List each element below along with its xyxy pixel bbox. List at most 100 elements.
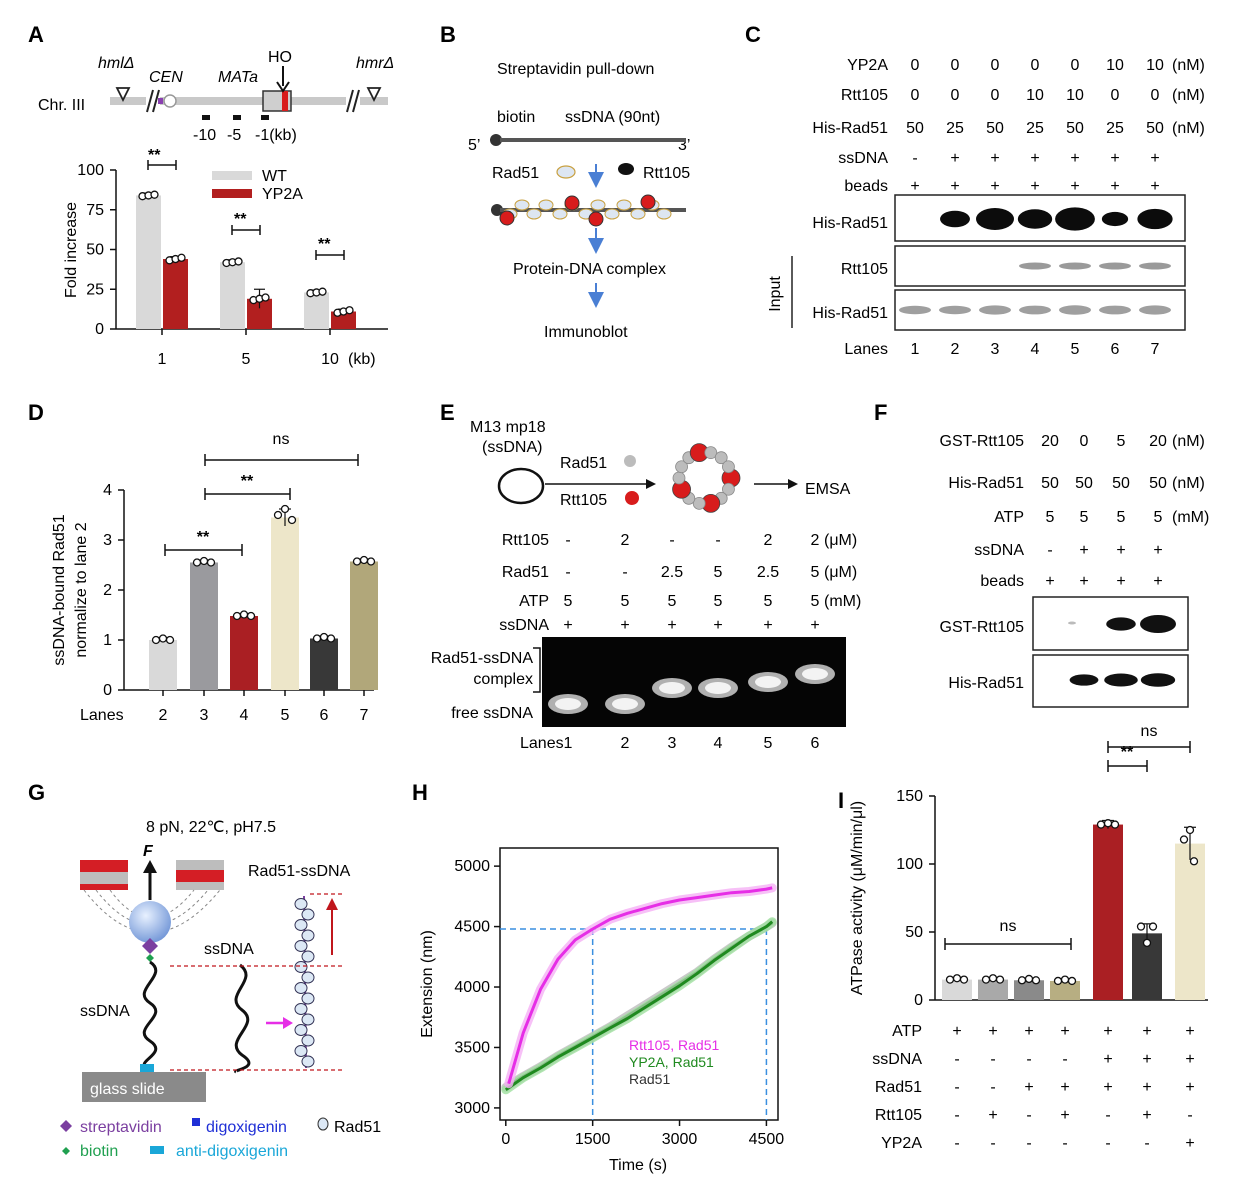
d-point [246, 611, 256, 621]
c-band-rad51 [1017, 209, 1053, 229]
a-point [177, 253, 186, 262]
c-lane-number: 6 [1111, 341, 1120, 358]
h-ytick-label: 4500 [454, 919, 490, 936]
e-cell: 5 [564, 593, 573, 610]
i-cell: + [1060, 1079, 1069, 1096]
d-ytick-label: 4 [103, 482, 112, 499]
h-legend-yp2a: YP2A, Rad51 [629, 1054, 714, 1070]
b-biotin: biotin [497, 109, 535, 126]
c-band-input-rad51 [939, 305, 971, 315]
c-cell: 0 [991, 57, 1000, 74]
h-legend-rad51: Rad51 [629, 1071, 670, 1087]
c-blot-rtt105: Rtt105 [841, 261, 888, 278]
c-cell: 10 [1066, 87, 1084, 104]
e-lane-number: 3 [668, 735, 677, 752]
f-cell: + [1153, 542, 1162, 559]
panel-letter-e: E [440, 400, 455, 425]
f-cell: 20 [1149, 433, 1167, 450]
i-cell: - [990, 1051, 995, 1068]
f-row-label-gst-rtt105: GST-Rtt105 [940, 433, 1025, 450]
i-point [1185, 825, 1195, 835]
e-unit: (mM) [824, 593, 861, 610]
c-band-rad51 [1055, 207, 1095, 231]
i-point [959, 975, 969, 984]
i-bar-7 [1175, 843, 1205, 1000]
i-point [1179, 835, 1189, 844]
i-point [1060, 975, 1070, 984]
c-cell: 0 [1151, 87, 1160, 104]
a-bar-wt [304, 292, 329, 329]
f-cell: 5 [1046, 509, 1055, 526]
c-cell: + [990, 150, 999, 167]
g-ssdna-mid: ssDNA [204, 941, 254, 958]
b-rad51-bead [526, 208, 542, 220]
panel-c-western-blot: YP2A 0 0 0 0 0 10 10 (nM) Rtt105 0 0 0 10 10 0 0 (nM) His-… [767, 57, 1205, 358]
h-legend-rtt105: Rtt105, Rad51 [629, 1037, 719, 1053]
i-cell: + [1103, 1051, 1112, 1068]
i-ytick-label: 50 [905, 924, 923, 941]
panel-f-western-blot: GST-Rtt105 20 0 5 20 (nM) His-Rad51 50 50 50 50 (nM… [940, 433, 1209, 708]
c-band-rad51 [976, 208, 1014, 230]
i-point [1136, 922, 1146, 931]
c-band-input-rad51 [1059, 305, 1091, 315]
panel-e-emsa: M13 mp18 (ssDNA) Rad51 Rtt105 EMSA Rtt10… [431, 419, 862, 752]
c-cell: 0 [951, 87, 960, 104]
i-cell: + [1060, 1023, 1069, 1040]
g-complex: Rad51-ssDNA [248, 863, 351, 880]
c-row-label-rtt105: Rtt105 [841, 87, 888, 104]
i-point [1148, 922, 1158, 931]
e-ring-protein [714, 451, 728, 465]
i-cell: - [990, 1135, 995, 1152]
i-cell: - [954, 1079, 959, 1096]
g-legend-biotin: biotin [80, 1143, 118, 1160]
h-series-line-1 [504, 920, 774, 1092]
c-cell: 50 [1146, 120, 1164, 137]
e-cell: - [622, 564, 627, 581]
f-cell: 50 [1041, 475, 1059, 492]
a-sig-10: ** [318, 236, 331, 253]
d-point [165, 635, 175, 645]
panel-letter-i: I [838, 788, 844, 813]
d-bar-lane-4 [230, 616, 258, 690]
a-ytick-label: 75 [86, 202, 104, 219]
c-cell: + [1110, 150, 1119, 167]
d-ytick-label: 0 [103, 682, 112, 699]
e-gel-band-core [802, 668, 828, 680]
e-ring-protein [704, 446, 718, 460]
panel-letter-c: C [745, 22, 761, 47]
e-cell: 5 [811, 593, 820, 610]
h-xtick-label: 4500 [749, 1131, 785, 1148]
e-cell: 5 [714, 593, 723, 610]
g-rad51-bead [301, 992, 315, 1005]
g-rad51-bead [294, 898, 308, 910]
e-lane-number: 2 [621, 735, 630, 752]
e-ring-protein [672, 471, 686, 485]
i-cell: + [1185, 1135, 1194, 1152]
c-row-label-beads: beads [844, 178, 888, 195]
position-1: -1(kb) [255, 127, 297, 144]
h-xtick-label: 0 [501, 1131, 510, 1148]
d-xtick-label: 6 [320, 707, 329, 724]
i-point [945, 975, 955, 984]
d-point [158, 634, 168, 643]
i-row-label-ssdna: ssDNA [872, 1051, 922, 1068]
b-title: Streptavidin pull-down [497, 61, 654, 78]
c-cell: + [1150, 178, 1159, 195]
e-cell: 2 [621, 532, 630, 549]
d-point [359, 555, 369, 565]
c-lane-number: 7 [1151, 341, 1160, 358]
b-immunoblot: Immunoblot [544, 324, 628, 341]
g-rad51-bead [294, 1024, 308, 1036]
a-point [234, 257, 243, 266]
e-cell: 2 [764, 532, 773, 549]
i-cell: - [954, 1135, 959, 1152]
i-sig-ns-1: ns [1000, 918, 1017, 935]
c-cell: 10 [1146, 57, 1164, 74]
e-cell: + [563, 617, 572, 634]
e-cell: + [713, 617, 722, 634]
b-rtt105-bead [640, 194, 656, 210]
i-point [1189, 857, 1199, 866]
locus-ho: HO [268, 49, 292, 66]
h-ylabel: Extension (nm) [419, 930, 436, 1038]
c-lane-number: 1 [911, 341, 920, 358]
